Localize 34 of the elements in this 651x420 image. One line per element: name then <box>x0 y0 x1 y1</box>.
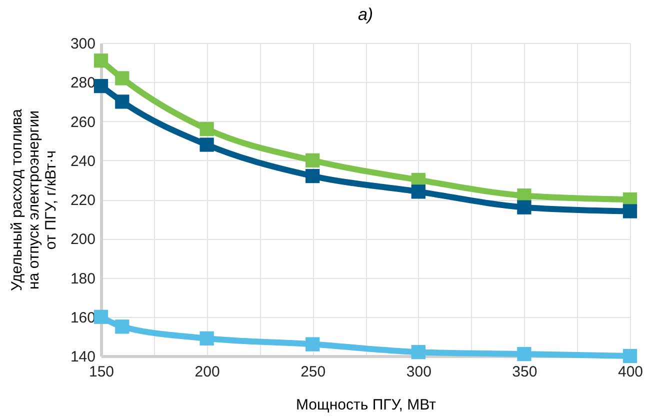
y-tick-label: 260 <box>70 114 96 131</box>
chart-title: а) <box>358 5 374 24</box>
x-tick-label: 350 <box>512 364 538 380</box>
y-tick-label: 200 <box>70 231 96 248</box>
point <box>622 204 638 218</box>
point <box>115 71 130 86</box>
point <box>94 54 108 68</box>
y-tick-label: 180 <box>70 270 96 288</box>
y-tick-label: 140 <box>70 348 96 366</box>
point <box>517 346 532 362</box>
point <box>115 320 130 334</box>
point <box>411 184 426 199</box>
x-tick-label: 300 <box>406 364 432 380</box>
y-tick-label: 220 <box>70 192 96 209</box>
point <box>200 138 214 152</box>
x-tick-label: 250 <box>300 364 326 380</box>
x-tick-label: 150 <box>88 364 114 380</box>
point <box>200 122 214 136</box>
point <box>306 337 320 352</box>
point <box>94 78 108 94</box>
x-tick-label: 200 <box>194 364 220 380</box>
point <box>411 345 426 360</box>
point <box>517 200 532 214</box>
point <box>200 331 214 346</box>
point <box>622 348 638 364</box>
y-tick-label: 300 <box>70 36 96 52</box>
y-axis-title: Удельный расход топлива на отпуск электроэнергии от ПГУ, г/кВт·ч <box>8 108 60 292</box>
x-tick-label: 400 <box>618 364 644 380</box>
x-axis-title: Мощность ПГУ, МВт <box>296 396 436 414</box>
point <box>115 94 130 109</box>
point <box>306 153 320 168</box>
point <box>306 168 320 184</box>
point <box>94 310 108 324</box>
y-tick-label: 240 <box>70 152 96 170</box>
